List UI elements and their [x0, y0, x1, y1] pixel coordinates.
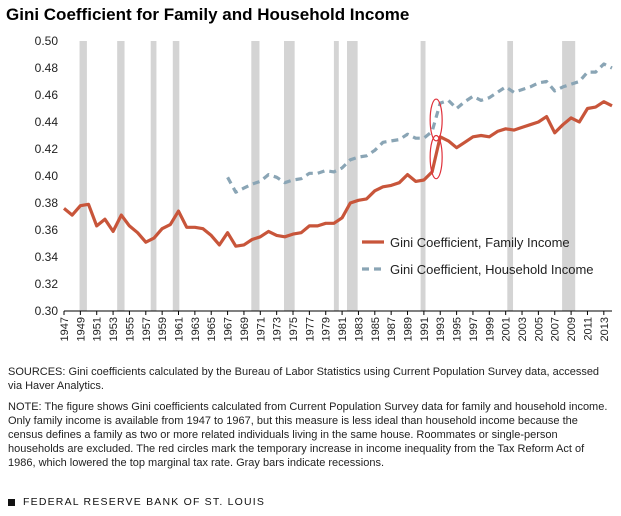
y-tick-label: 0.36 — [35, 223, 59, 237]
tax-reform-circle — [429, 134, 443, 180]
x-tick-label: 1995 — [452, 317, 464, 341]
x-tick-label: 2003 — [517, 317, 529, 341]
x-tick-label: 2013 — [599, 317, 611, 341]
y-tick-label: 0.46 — [35, 88, 59, 102]
footer: FEDERAL RESERVE BANK OF ST. LOUIS — [8, 496, 265, 508]
y-tick-label: 0.40 — [35, 169, 59, 183]
series-lines — [62, 62, 613, 248]
x-tick-label: 1957 — [141, 317, 153, 341]
recession-bar — [150, 41, 157, 311]
y-tick-label: 0.44 — [35, 115, 59, 129]
x-tick-label: 1979 — [321, 317, 333, 341]
x-tick-label: 1967 — [223, 317, 235, 341]
tax-reform-circle — [429, 98, 443, 142]
x-tick-label: 1999 — [484, 317, 496, 341]
x-tick-label: 2007 — [550, 317, 562, 341]
y-tick-label: 0.38 — [35, 196, 59, 210]
x-tick-label: 1953 — [108, 317, 120, 341]
x-tick-label: 1951 — [92, 317, 104, 341]
y-tick-label: 0.34 — [35, 250, 59, 264]
note-text: NOTE: The figure shows Gini coefficients… — [8, 401, 608, 469]
x-tick-label: 1985 — [370, 317, 382, 341]
x-tick-label: 1975 — [288, 317, 300, 341]
recession-bar — [117, 41, 125, 311]
x-tick-label: 1981 — [337, 317, 349, 341]
recession-bars — [79, 41, 576, 311]
recession-bar — [420, 41, 426, 311]
family-income-line — [62, 100, 613, 248]
y-tick-label: 0.32 — [35, 277, 59, 291]
x-tick-label: 2001 — [501, 317, 513, 341]
x-tick-label: 2005 — [533, 317, 545, 341]
x-tick-label: 2011 — [582, 317, 594, 341]
x-tick-label: 2009 — [566, 317, 578, 341]
legend: Gini Coefficient, Family Income Gini Coef… — [362, 235, 594, 277]
x-tick-label: 1969 — [239, 317, 251, 341]
x-tick-label: 1959 — [157, 317, 169, 341]
footer-text: FEDERAL RESERVE BANK OF ST. LOUIS — [23, 496, 266, 508]
y-tick-label: 0.30 — [35, 304, 59, 318]
recession-bar — [333, 41, 339, 311]
legend-family-label: Gini Coefficient, Family Income — [390, 235, 570, 250]
chart-title: Gini Coefficient for Family and Househol… — [6, 5, 410, 24]
recession-bar — [562, 41, 576, 311]
x-tick-label: 1997 — [468, 317, 480, 341]
x-tick-label: 1965 — [206, 317, 218, 341]
annotations — [429, 98, 443, 180]
x-tick-label: 1947 — [59, 317, 71, 341]
x-tick-label: 1949 — [75, 317, 87, 341]
x-tick-label: 1983 — [353, 317, 365, 341]
recession-bar — [79, 41, 87, 311]
recession-bar — [172, 41, 180, 311]
y-tick-label: 0.48 — [35, 61, 59, 75]
x-tick-label: 1963 — [190, 317, 202, 341]
x-tick-label: 1973 — [272, 317, 284, 341]
x-tick-label: 1955 — [124, 317, 136, 341]
footer-square-icon — [8, 498, 15, 506]
recession-bar — [507, 41, 514, 311]
x-tick-label: 1993 — [435, 317, 447, 341]
x-tick-label: 1961 — [174, 317, 186, 341]
x-tick-label: 1989 — [403, 317, 415, 341]
y-tick-label: 0.50 — [35, 34, 59, 48]
legend-household-label: Gini Coefficient, Household Income — [390, 262, 594, 277]
x-tick-label: 1977 — [304, 317, 316, 341]
x-tick-label: 1971 — [255, 317, 267, 341]
x-tick-label: 1987 — [386, 317, 398, 341]
x-tick-label: 1991 — [419, 317, 431, 341]
y-tick-label: 0.42 — [35, 142, 59, 156]
sources-text: SOURCES: Gini coefficients calculated by… — [8, 366, 600, 392]
recession-bar — [284, 41, 295, 311]
recession-bar — [346, 41, 358, 311]
recession-bar — [251, 41, 260, 311]
notes: SOURCES: Gini coefficients calculated by… — [8, 365, 614, 477]
chart: 0.50 0.48 0.46 0.44 0.42 0.40 0.38 0.36 0.34 0.32… — [35, 34, 613, 341]
axes: 0.50 0.48 0.46 0.44 0.42 0.40 0.38 0.36 0.34 0.32… — [35, 34, 612, 341]
